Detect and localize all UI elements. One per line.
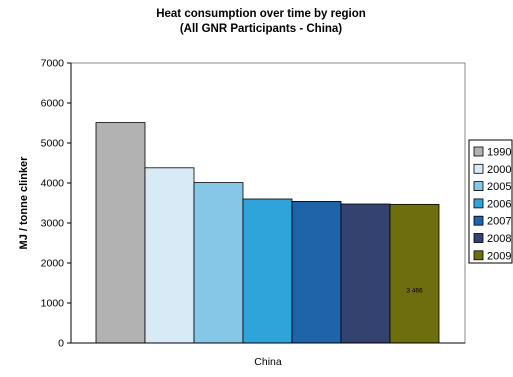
- data-label-2009: 3 466: [406, 287, 423, 294]
- data-labels: 3 466: [406, 287, 423, 294]
- legend-label-2005: 2005: [487, 181, 511, 193]
- chart-subtitle: (All GNR Participants - China): [180, 23, 342, 35]
- legend-swatch-2009: [473, 250, 484, 261]
- legend-label-1990: 1990: [487, 147, 511, 159]
- y-axis-ticks: 0 1000 2000 3000 4000 5000 6000 7000: [41, 58, 71, 350]
- bars: [95, 122, 440, 344]
- y-tick-label: 3000: [41, 218, 65, 230]
- legend-label-2006: 2006: [487, 198, 511, 210]
- bar-2008: [340, 203, 391, 344]
- x-category-label: China: [254, 356, 282, 368]
- y-tick-label: 6000: [41, 98, 65, 110]
- y-tick-label: 7000: [41, 58, 65, 70]
- chart-title: Heat consumption over time by region: [156, 8, 366, 20]
- legend-swatch-2007: [473, 215, 484, 226]
- y-axis-title: MJ / tonne clinker: [18, 156, 30, 250]
- legend-swatch-2008: [473, 233, 484, 243]
- legend-label-2007: 2007: [487, 216, 511, 228]
- bar-2009: [389, 203, 440, 344]
- legend-label-2008: 2008: [487, 233, 511, 245]
- legend-swatch-2005: [473, 181, 484, 192]
- bar-2005: [193, 182, 244, 344]
- y-tick-label: 1000: [41, 298, 65, 310]
- legend-swatch-1990: [473, 146, 484, 157]
- legend-swatch-2000: [473, 163, 484, 174]
- y-tick-label: 5000: [41, 138, 65, 150]
- bar-2007: [291, 200, 342, 344]
- y-tick-label: 4000: [41, 178, 65, 190]
- legend-label-2009: 2009: [487, 250, 511, 262]
- legend-label-2000: 2000: [487, 164, 511, 176]
- bar-1990: [95, 122, 146, 344]
- bar-2000: [144, 167, 195, 344]
- bar-2006: [242, 198, 293, 344]
- legend-swatch-2006: [473, 198, 484, 209]
- legend: 1990 2000 2005 2006 2007 2008 2009: [473, 146, 511, 262]
- y-tick-label: 0: [58, 338, 64, 350]
- y-tick-label: 2000: [41, 258, 65, 270]
